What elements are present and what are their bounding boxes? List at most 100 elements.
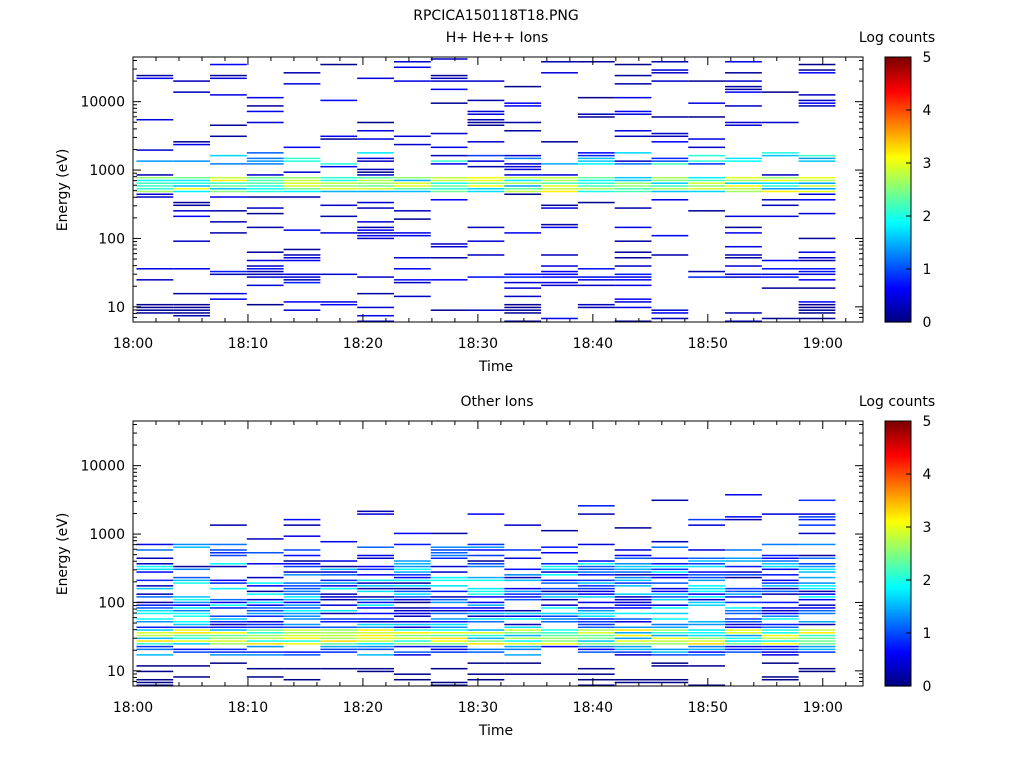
heatmap-cell xyxy=(136,678,174,681)
colorbar-segment xyxy=(885,535,911,539)
heatmap-cell xyxy=(725,623,762,626)
heatmap-cell xyxy=(357,168,394,171)
colorbar-segment xyxy=(885,271,911,275)
heatmap-cell xyxy=(283,565,321,568)
heatmap-cell xyxy=(393,279,431,281)
heatmap-cell xyxy=(430,176,468,179)
heatmap-cell xyxy=(614,563,652,565)
colorbar-segment xyxy=(885,163,911,166)
heatmap-cell xyxy=(614,306,652,309)
heatmap-cell xyxy=(577,61,615,63)
heatmap-cell xyxy=(614,160,652,162)
colorbar-segment xyxy=(885,158,911,162)
heatmap-cell xyxy=(614,607,652,609)
heatmap-cell xyxy=(173,615,211,617)
heatmap-cell xyxy=(430,565,468,568)
heatmap-cell xyxy=(283,229,321,231)
heatmap-cell xyxy=(210,185,247,187)
heatmap-cell xyxy=(320,99,358,102)
heatmap-cell xyxy=(246,598,284,601)
heatmap-cell xyxy=(136,557,174,560)
heatmap-cell xyxy=(357,623,394,626)
heatmap-cell xyxy=(393,190,431,193)
heatmap-cell xyxy=(577,182,615,184)
colorbar-segment xyxy=(885,202,911,206)
heatmap-cell xyxy=(320,138,358,140)
plot-frame xyxy=(132,56,864,323)
heatmap-cell xyxy=(210,563,247,565)
heatmap-cell xyxy=(504,673,542,675)
heatmap-cell xyxy=(541,141,578,143)
heatmap-cell xyxy=(577,615,615,617)
heatmap-cell xyxy=(651,72,689,74)
colorbar-segment xyxy=(885,429,911,433)
heatmap-cell xyxy=(761,676,799,678)
heatmap-cell xyxy=(798,596,836,598)
heatmap-cell xyxy=(357,554,394,557)
heatmap-cell xyxy=(246,265,284,267)
heatmap-cell xyxy=(357,234,394,237)
heatmap-cell xyxy=(467,601,505,604)
colorbar-segment xyxy=(885,438,911,442)
colorbar-segment xyxy=(885,193,911,197)
heatmap-cell xyxy=(467,618,505,620)
heatmap-cell xyxy=(320,651,358,653)
heatmap-cell xyxy=(357,190,394,193)
heatmap-cell xyxy=(173,579,211,582)
heatmap-cell xyxy=(651,604,689,606)
colorbar-segment xyxy=(885,456,911,460)
colorbar-segment xyxy=(885,213,911,217)
heatmap-cell xyxy=(210,615,247,617)
heatmap-cell xyxy=(393,632,431,634)
colorbar-segment xyxy=(885,573,911,577)
colorbar-segment xyxy=(885,297,911,301)
heatmap-cell xyxy=(283,554,321,557)
heatmap-cell xyxy=(798,94,836,96)
heatmap-cell xyxy=(173,201,211,204)
heatmap-cell xyxy=(173,306,211,309)
heatmap-cell xyxy=(283,72,321,74)
heatmap-cell xyxy=(504,557,542,560)
heatmap-cell xyxy=(761,179,799,182)
heatmap-cell xyxy=(173,648,211,651)
heatmap-cell xyxy=(393,210,431,212)
heatmap-cell xyxy=(504,612,542,615)
heatmap-cell xyxy=(725,80,762,82)
heatmap-cell xyxy=(577,113,615,115)
heatmap-cell xyxy=(246,179,284,182)
heatmap-cell xyxy=(504,287,542,289)
colorbar-segment xyxy=(885,619,911,623)
heatmap-cell xyxy=(467,579,505,582)
heatmap-cell xyxy=(467,634,505,637)
heatmap-cell xyxy=(320,232,358,234)
heatmap-cell xyxy=(320,540,358,543)
heatmap-cell xyxy=(651,634,689,637)
heatmap-cell xyxy=(210,182,247,184)
heatmap-cell xyxy=(725,516,762,518)
heatmap-cell xyxy=(725,85,762,88)
heatmap-cell xyxy=(798,185,836,187)
colorbar-segment xyxy=(885,264,911,268)
heatmap-cell xyxy=(761,623,799,626)
heatmap-cell xyxy=(283,171,321,173)
heatmap-cell xyxy=(393,176,431,179)
heatmap-cell xyxy=(541,640,578,642)
colorbar-segment xyxy=(885,235,911,239)
heatmap-cell xyxy=(651,254,689,256)
colorbar-tick-label: 4 xyxy=(923,103,932,119)
heatmap-cell xyxy=(173,582,211,584)
heatmap-cell xyxy=(430,637,468,640)
colorbar-segment xyxy=(885,487,911,491)
heatmap-cell xyxy=(246,637,284,640)
heatmap-cell xyxy=(246,651,284,653)
heatmap-cell xyxy=(136,681,174,684)
colorbar-segment xyxy=(885,233,911,237)
heatmap-cell xyxy=(467,643,505,645)
heatmap-cell xyxy=(577,96,615,99)
colorbar-segment xyxy=(885,602,911,605)
heatmap-cell xyxy=(210,637,247,640)
heatmap-cell xyxy=(577,179,615,182)
heatmap-cell xyxy=(504,193,542,196)
heatmap-cell xyxy=(541,529,578,532)
heatmap-cell xyxy=(725,72,762,74)
